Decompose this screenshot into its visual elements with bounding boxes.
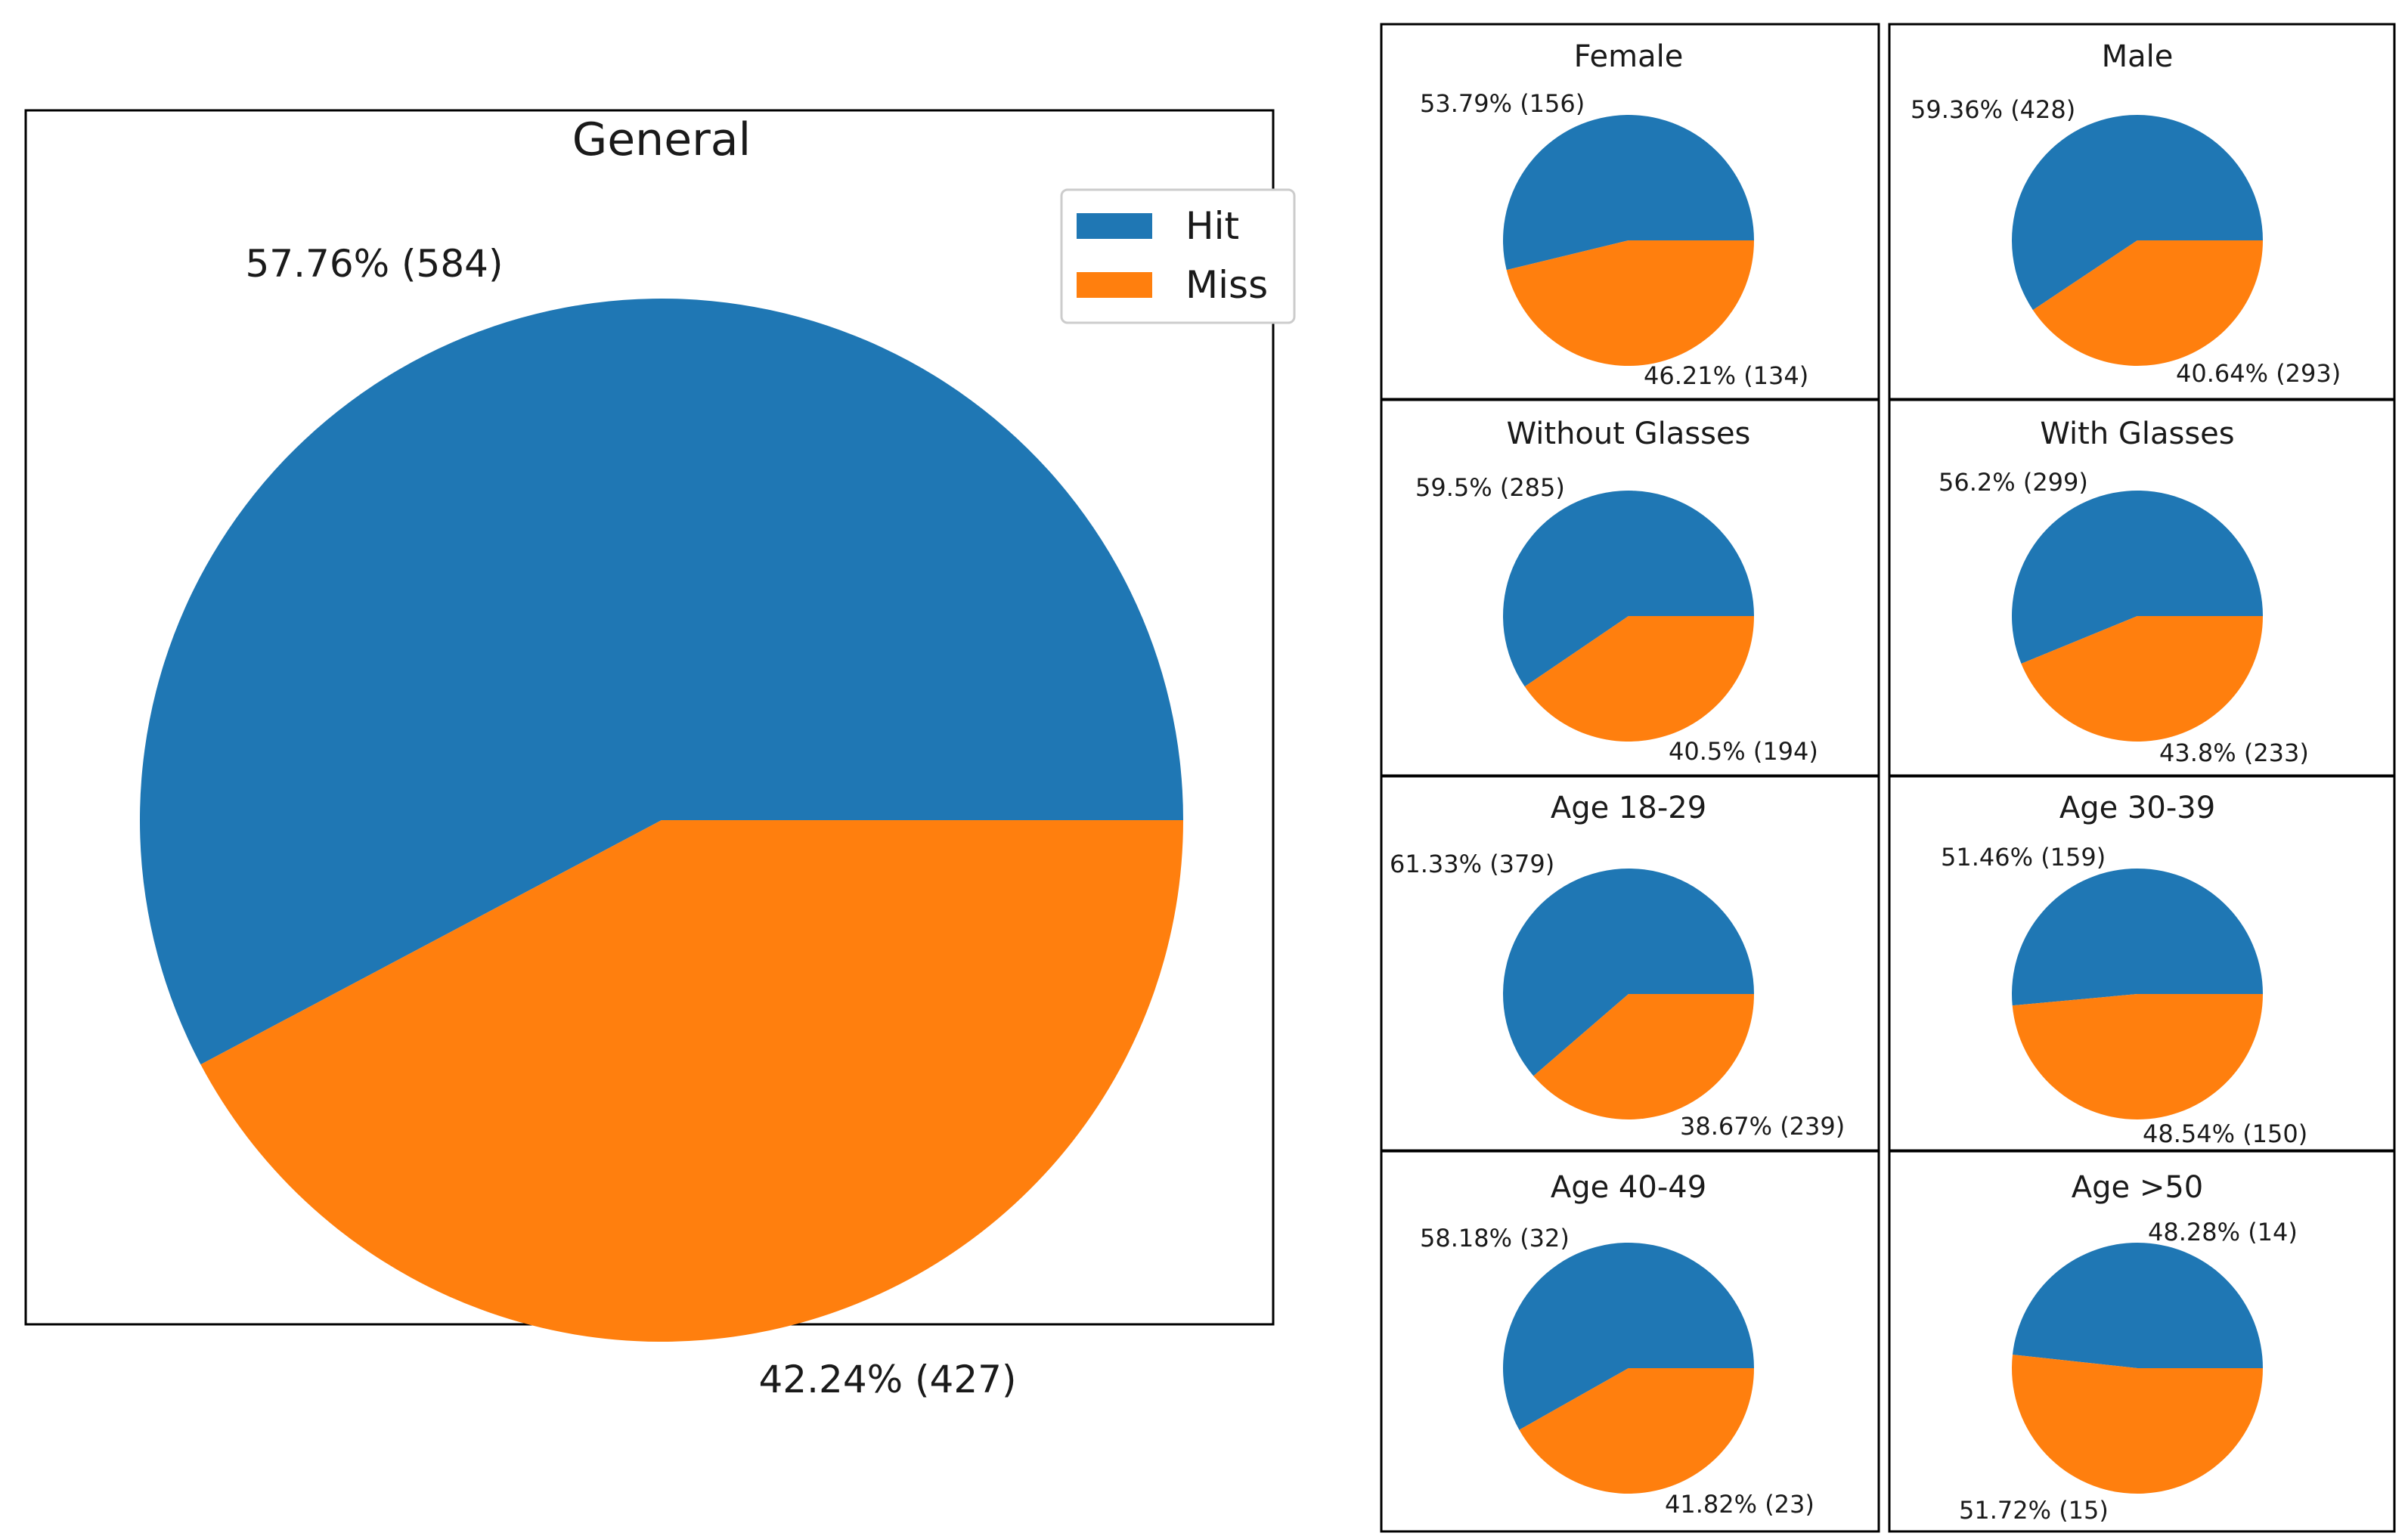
general-hit-label: 57.76% (584) [246, 242, 504, 286]
age-30-39-miss-slice [2012, 994, 2263, 1119]
with-glasses-title: With Glasses [2040, 416, 2234, 451]
female-miss-label: 46.21% (134) [1644, 361, 1808, 390]
without-glasses-miss-label: 40.5% (194) [1669, 737, 1818, 766]
age-18-29-hit-label: 61.33% (379) [1390, 850, 1554, 878]
age-18-29-miss-label: 38.67% (239) [1680, 1112, 1845, 1141]
male-hit-slice [2011, 114, 2263, 311]
legend-hit-label: Hit [1185, 204, 1239, 248]
age-30-39-hit-slice [2012, 868, 2263, 1006]
male-hit-label: 59.36% (428) [1911, 95, 2075, 124]
without-glasses-title: Without Glasses [1507, 416, 1751, 451]
age-over-50-axes-frame [1888, 1150, 2396, 1533]
age-40-49-axes-frame [1380, 1150, 1880, 1533]
age-40-49-miss-label: 41.82% (23) [1665, 1490, 1815, 1519]
age-30-39-miss-label: 48.54% (150) [2143, 1119, 2307, 1148]
age-40-49-miss-slice [1519, 1368, 1754, 1494]
male-miss-label: 40.64% (293) [2176, 359, 2341, 388]
with-glasses-miss-slice [2021, 616, 2263, 742]
without-glasses-hit-slice [1502, 491, 1754, 687]
general-miss-slice [200, 820, 1183, 1342]
without-glasses-hit-label: 59.5% (285) [1415, 473, 1565, 502]
male-title: Male [2102, 39, 2174, 74]
female-hit-label: 53.79% (156) [1420, 89, 1585, 118]
male-miss-slice [2032, 240, 2263, 366]
age-18-29-hit-slice [1503, 868, 1754, 1076]
age-30-39-hit-label: 51.46% (159) [1941, 843, 2106, 872]
age-40-49-hit-slice [1503, 1242, 1754, 1430]
general-miss-label: 42.24% (427) [759, 1358, 1017, 1401]
without-glasses-miss-slice [1524, 616, 1754, 742]
age-over-50-miss-label: 51.72% (15) [1959, 1496, 2109, 1525]
with-glasses-hit-slice [2012, 490, 2263, 664]
general-title: General [572, 113, 751, 166]
female-miss-slice [1506, 240, 1754, 367]
age-18-29-title: Age 18-29 [1551, 791, 1706, 825]
legend-hit-swatch [1077, 213, 1152, 239]
age-18-29-miss-slice [1533, 994, 1754, 1119]
legend-miss-swatch [1077, 272, 1152, 298]
legend: Hit Miss [1060, 188, 1296, 324]
age-over-50-hit-label: 48.28% (14) [2148, 1218, 2298, 1246]
age-over-50-miss-slice [2011, 1355, 2263, 1494]
with-glasses-miss-label: 43.8% (233) [2159, 739, 2309, 767]
age-40-49-title: Age 40-49 [1551, 1170, 1706, 1205]
age-30-39-title: Age 30-39 [2059, 791, 2215, 825]
general-hit-slice [140, 299, 1184, 1065]
female-title: Female [1574, 39, 1684, 74]
with-glasses-hit-label: 56.2% (299) [1938, 468, 2088, 497]
age-over-50-title: Age >50 [2072, 1170, 2204, 1205]
age-over-50-hit-slice [2012, 1243, 2263, 1368]
age-40-49-hit-label: 58.18% (32) [1420, 1224, 1570, 1253]
female-hit-slice [1503, 115, 1754, 271]
legend-miss-label: Miss [1185, 263, 1268, 307]
